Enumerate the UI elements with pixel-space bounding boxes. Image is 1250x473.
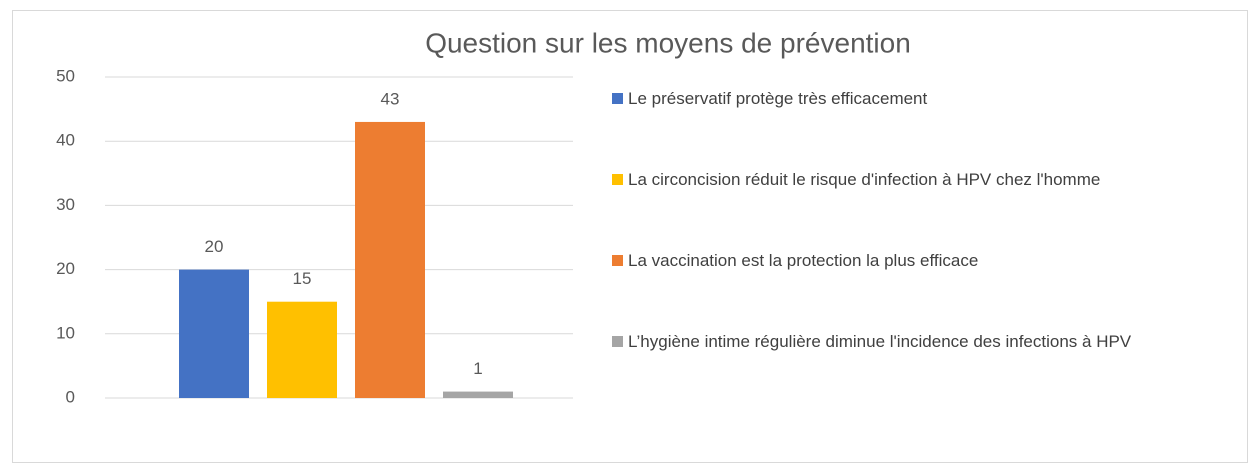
y-tick-label: 0 xyxy=(66,387,75,406)
legend-item: La circoncision réduit le risque d'infec… xyxy=(612,165,1237,195)
legend-item: Le préservatif protège très efficacement xyxy=(612,84,1237,114)
legend-swatch xyxy=(612,336,623,347)
chart-title: Question sur les moyens de prévention xyxy=(425,27,911,58)
legend-label: L’hygiène intime régulière diminue l'inc… xyxy=(628,332,1132,351)
legend-item: L’hygiène intime régulière diminue l'inc… xyxy=(612,327,1237,357)
legend-label: Le préservatif protège très efficacement xyxy=(628,89,928,108)
data-label: 20 xyxy=(205,237,224,256)
bar xyxy=(179,269,249,398)
y-tick-label: 30 xyxy=(56,195,75,214)
y-tick-label: 10 xyxy=(56,323,75,342)
legend-swatch xyxy=(612,93,623,104)
bar xyxy=(267,301,337,398)
y-tick-label: 50 xyxy=(56,66,75,85)
legend-item: La vaccination est la protection la plus… xyxy=(612,246,1237,276)
legend-swatch xyxy=(612,174,623,185)
y-tick-label: 40 xyxy=(56,131,75,150)
legend-label: La vaccination est la protection la plus… xyxy=(628,251,979,270)
bar xyxy=(443,391,513,398)
legend-label: La circoncision réduit le risque d'infec… xyxy=(628,170,1101,189)
data-label: 43 xyxy=(381,89,400,108)
y-tick-label: 20 xyxy=(56,259,75,278)
data-label: 1 xyxy=(473,359,482,378)
bar xyxy=(355,121,425,398)
legend-swatch xyxy=(612,255,623,266)
data-label: 15 xyxy=(293,269,312,288)
